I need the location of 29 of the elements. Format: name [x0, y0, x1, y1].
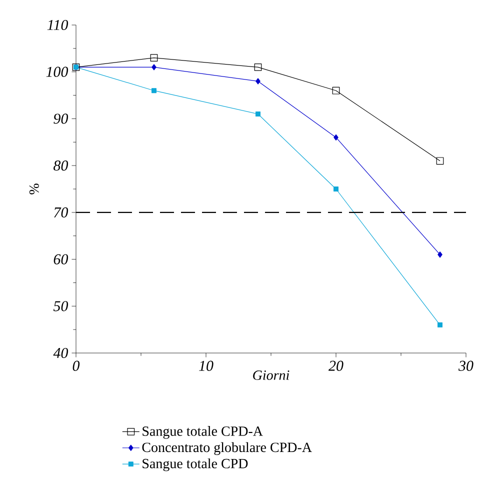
point — [152, 88, 156, 94]
y-tick-label: 50 — [53, 301, 68, 312]
y-tick-label: 60 — [54, 254, 68, 264]
x-tick-label: 10 — [199, 360, 214, 371]
y-tick-label: 90 — [54, 114, 68, 124]
y-axis-title: % — [29, 184, 39, 194]
x-tick-label: 20 — [328, 360, 344, 371]
point — [438, 322, 442, 328]
point — [438, 252, 442, 258]
legend-label: Concentrato globulare CPD-A — [142, 442, 312, 455]
point — [334, 134, 338, 141]
point — [436, 157, 444, 165]
point — [332, 86, 340, 94]
point — [256, 112, 260, 117]
point — [254, 63, 262, 71]
y-tick-label: 100 — [46, 66, 68, 77]
y-tick-label: 40 — [53, 348, 68, 358]
x-tick-label: 0 — [72, 360, 80, 371]
x-axis-title: Giorni — [253, 370, 290, 380]
x-tick-label: 30 — [458, 360, 474, 371]
point — [150, 54, 158, 62]
y-tick-label: 70 — [54, 207, 68, 218]
legend-label: Sangue totale CPD — [142, 458, 248, 472]
point — [152, 64, 156, 70]
point — [256, 78, 260, 84]
point — [334, 186, 338, 192]
y-tick-label: 110 — [47, 20, 68, 30]
y-tick-label: 80 — [54, 160, 68, 171]
legend-label: Sangue totale CPD-A — [142, 426, 263, 439]
